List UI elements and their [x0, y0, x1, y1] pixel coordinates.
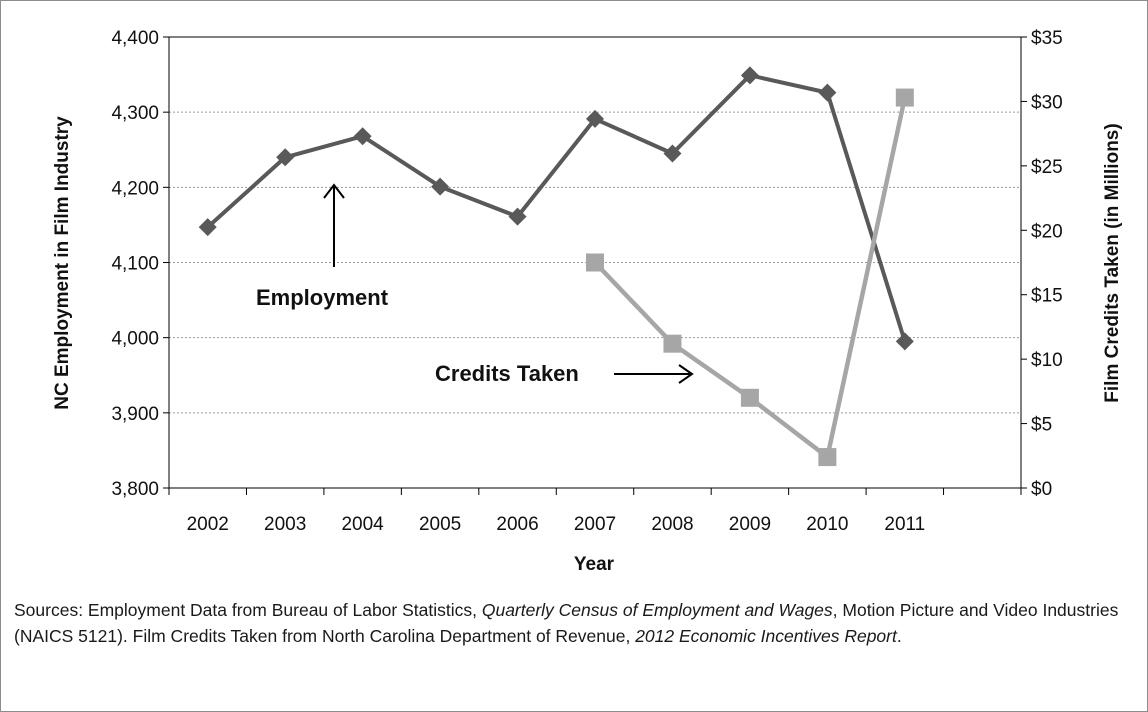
right-y-tick-label: $10 — [1031, 350, 1063, 371]
employment-annotation-arrowhead — [323, 183, 345, 199]
x-tick-label: 2004 — [341, 514, 384, 535]
employment-series — [198, 66, 914, 351]
sources-note: Sources: Employment Data from Bureau of … — [14, 597, 1124, 649]
x-tick-labels: 2002 2003 2004 2005 2006 2007 2008 2009 2010 2011 — [187, 514, 926, 535]
credits-taken-point — [818, 448, 837, 467]
employment-annotation-label: Employment — [256, 285, 389, 310]
series-group — [198, 66, 914, 467]
employment-point — [431, 177, 450, 196]
x-tick-label: 2010 — [806, 514, 848, 535]
employment-point — [198, 218, 217, 237]
x-tick-label: 2005 — [419, 514, 461, 535]
sources-publication-1: Quarterly Census of Employment and Wages — [481, 600, 833, 620]
x-tick-label: 2006 — [496, 514, 538, 535]
left-y-tick-label: 4,400 — [111, 28, 159, 49]
credits-taken-point — [663, 334, 682, 353]
sources-middle: , Motion Picture and Video Industries (N… — [14, 600, 1119, 646]
left-y-tick-label: 3,900 — [111, 404, 159, 425]
x-axis-title: Year — [574, 554, 615, 575]
right-y-tick-label: $20 — [1031, 221, 1063, 242]
right-y-tick-label: $35 — [1031, 28, 1063, 49]
credits-annotation: Credits Taken — [435, 361, 694, 386]
employment-point — [663, 144, 682, 163]
employment-line — [206, 73, 907, 343]
left-y-tick-label: 4,300 — [111, 103, 159, 124]
x-tick-label: 2002 — [187, 514, 229, 535]
employment-point — [740, 66, 759, 85]
x-tick-label: 2008 — [651, 514, 693, 535]
left-y-axis-title: NC Employment in Film Industry — [52, 116, 73, 410]
employment-point — [353, 127, 372, 146]
right-y-tick-label: $15 — [1031, 286, 1063, 307]
credits-taken-series — [586, 88, 914, 467]
employment-point — [895, 332, 914, 351]
right-y-tick-label: $25 — [1031, 157, 1063, 178]
employment-point — [586, 109, 604, 128]
employment-point — [818, 83, 837, 102]
line-chart: 2002 2003 2004 2005 2006 2007 2008 2009 2010 2011… — [52, 28, 1123, 575]
credits-taken-point — [895, 88, 914, 107]
left-y-tick-label: 4,100 — [111, 254, 159, 275]
x-tick-label: 2011 — [884, 514, 925, 535]
right-y-tick-label: $30 — [1031, 92, 1063, 113]
credits-taken-point — [740, 388, 759, 407]
sources-publication-2: 2012 Economic Incentives Report — [635, 626, 897, 646]
sources-lead: Sources: Employment Data from Bureau of … — [14, 600, 482, 620]
credits-taken-point — [586, 253, 604, 272]
left-y-tick-label: 3,800 — [111, 479, 159, 500]
right-y-tick-label: $0 — [1031, 479, 1052, 500]
left-y-tick-label: 4,200 — [111, 178, 159, 199]
gridlines — [169, 36, 1021, 414]
x-tick-label: 2009 — [729, 514, 771, 535]
x-tick-label: 2007 — [574, 514, 616, 535]
right-y-tick-label: $5 — [1031, 415, 1052, 436]
employment-point — [508, 207, 527, 226]
left-y-tick-labels: 3,800 3,900 4,000 4,100 4,200 4,300 4,400 — [111, 28, 159, 500]
sources-end: . — [896, 626, 902, 646]
credits-annotation-arrowhead — [678, 364, 694, 384]
right-y-tick-labels: $0 $5 $10 $15 $20 $25 $30 $35 — [1031, 28, 1063, 500]
x-tick-label: 2003 — [264, 514, 306, 535]
credits-annotation-label: Credits Taken — [435, 361, 579, 386]
right-y-axis-title: Film Credits Taken (in Millions) — [1102, 123, 1123, 402]
left-y-tick-label: 4,000 — [111, 329, 159, 350]
employment-annotation: Employment — [256, 183, 389, 310]
axes — [163, 36, 1027, 495]
employment-point — [276, 148, 295, 167]
